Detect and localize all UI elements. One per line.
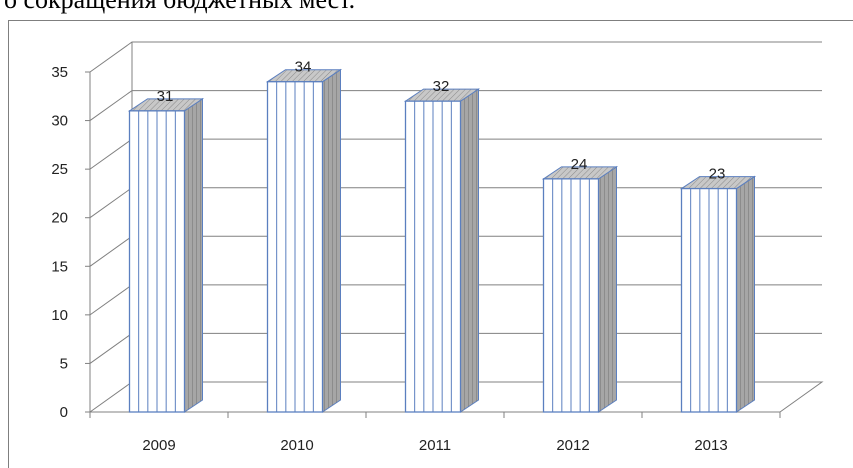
- x-tick-label: 2011: [419, 437, 451, 454]
- y-tick-label: 35: [51, 64, 68, 81]
- x-tick-label: 2009: [142, 437, 175, 454]
- y-tick-label: 30: [51, 113, 68, 130]
- document-caption: о сокращения бюджетных мест.: [0, 0, 853, 16]
- bar: [403, 88, 481, 413]
- data-label: 23: [709, 166, 726, 183]
- y-tick-label: 5: [60, 355, 68, 372]
- bar: [679, 175, 757, 413]
- chart-frame: [8, 20, 853, 468]
- bar-side: [598, 165, 617, 413]
- y-tick-label: 25: [51, 161, 68, 178]
- data-label: 31: [157, 88, 174, 105]
- x-tick-label: 2012: [556, 437, 589, 454]
- y-tick-label: 15: [51, 258, 68, 275]
- bar-side: [184, 97, 203, 413]
- y-tick-label: 0: [60, 404, 68, 421]
- bar: [265, 68, 343, 413]
- bar-side: [460, 88, 479, 413]
- bar: [541, 165, 619, 413]
- x-tick-label: 2010: [280, 437, 313, 454]
- bar: [127, 97, 205, 413]
- y-tick-label: 10: [51, 307, 68, 324]
- data-label: 24: [571, 156, 588, 173]
- gridline: [89, 41, 822, 73]
- bars-layer: [127, 68, 757, 413]
- x-tick-label: 2013: [694, 437, 727, 454]
- y-tick-label: 20: [51, 210, 68, 227]
- labels-layer: 0 5 10 15 20 25 30 35 31 2009 34 2010 32 2011 24 2012 23…: [51, 59, 727, 454]
- data-label: 34: [295, 59, 312, 76]
- data-label: 32: [433, 78, 450, 95]
- bar-side: [736, 175, 755, 413]
- bar-side: [322, 68, 341, 413]
